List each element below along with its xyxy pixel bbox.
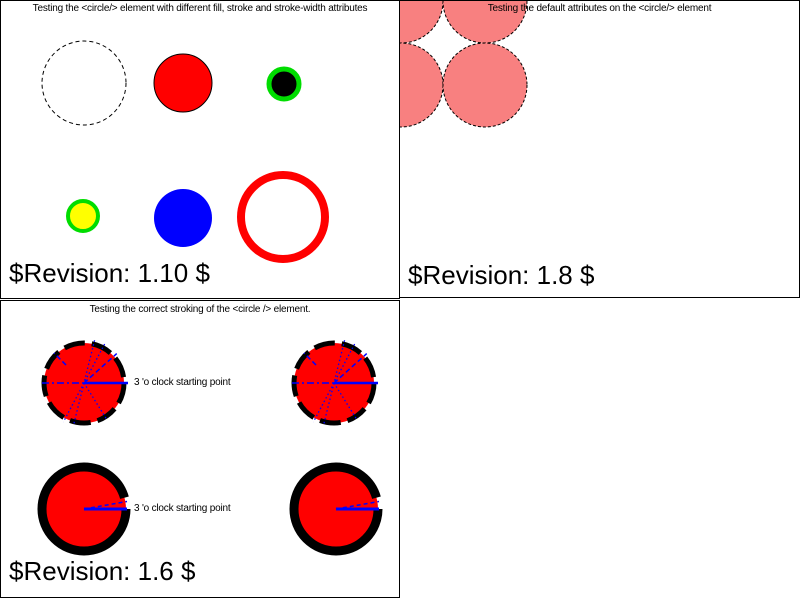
revision-text: $Revision: 1.6 $ (9, 556, 196, 586)
panel-title: Testing the default attributes on the <c… (487, 3, 712, 14)
test-circle (400, 42, 444, 128)
reference-line (53, 352, 67, 366)
stroking-circles-canvas (37, 340, 383, 556)
test-circle (237, 171, 329, 263)
panel-default-attributes-test: Testing the default attributes on the <c… (399, 0, 800, 298)
clock-start-label-bottom: 3 'o clock starting point (134, 503, 231, 514)
reference-line (83, 353, 118, 384)
reference-line (322, 340, 346, 426)
panel-title: Testing the <circle/> element with diffe… (32, 3, 368, 14)
test-circle (153, 53, 213, 113)
panel-stroking-test: Testing the correct stroking of the <cir… (0, 300, 400, 598)
revision-text: $Revision: 1.8 $ (408, 260, 595, 290)
test-circle (66, 199, 100, 233)
default-circles-canvas (400, 1, 528, 128)
reference-line (333, 382, 358, 421)
reference-line (83, 382, 108, 421)
test-circle (442, 42, 528, 128)
reference-line (335, 500, 380, 510)
panel-title: Testing the correct stroking of the <cir… (89, 304, 311, 315)
test-circle (41, 40, 127, 126)
test-circle (266, 66, 302, 102)
reference-line (303, 352, 317, 366)
fill-stroke-circles-canvas (41, 40, 329, 263)
reference-line (333, 353, 368, 384)
clock-start-label-top: 3 'o clock starting point (134, 377, 231, 388)
reference-line (72, 340, 96, 426)
test-circle (154, 189, 212, 247)
reference-line (83, 500, 128, 510)
panel-fill-stroke-test: Testing the <circle/> element with diffe… (0, 0, 400, 299)
revision-text: $Revision: 1.10 $ (9, 258, 210, 288)
